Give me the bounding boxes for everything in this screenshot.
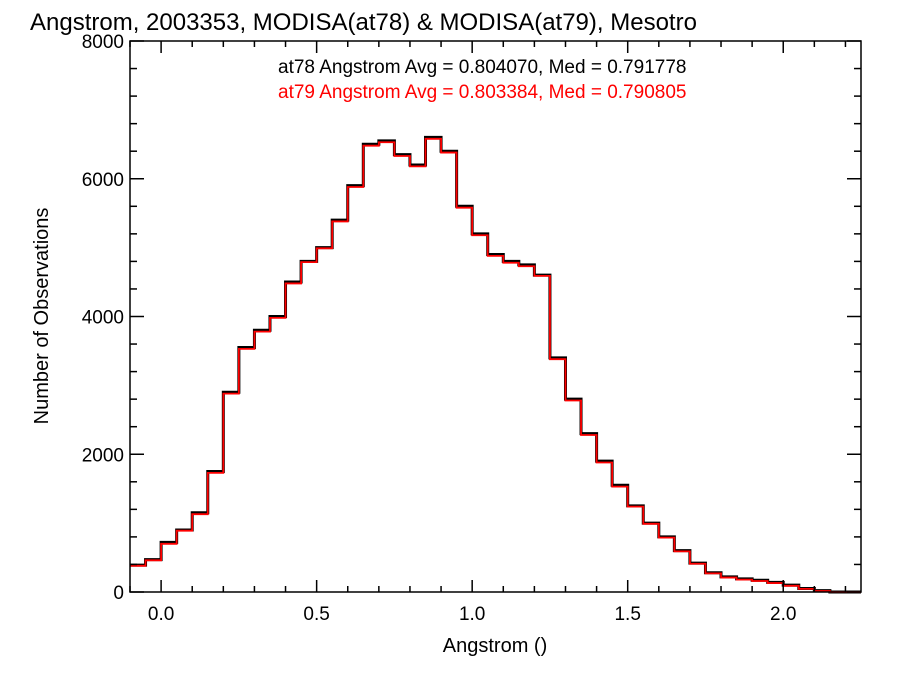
x-tick-label: 0.0 (148, 604, 174, 625)
x-axis-label: Angstrom () (443, 635, 547, 657)
series-annotation-at79: at79 Angstrom Avg = 0.803384, Med = 0.79… (278, 82, 686, 103)
x-tick-label: 0.5 (303, 604, 329, 625)
series-layer (130, 135, 861, 594)
tick-layer: 0.0 0.5 1.0 1.5 2.0 0 2000 4000 6000 8000 (82, 32, 861, 625)
y-tick-label: 2000 (82, 445, 124, 466)
y-tick-label: 6000 (82, 170, 124, 191)
y-axis-label: Number of Observations (31, 208, 53, 425)
y-tick-label: 0 (113, 583, 124, 604)
y-tick-label: 8000 (82, 32, 124, 53)
x-tick-label: 2.0 (770, 604, 796, 625)
y-tick-label: 4000 (82, 308, 124, 329)
series-annotation-at78: at78 Angstrom Avg = 0.804070, Med = 0.79… (278, 57, 686, 78)
x-tick-label: 1.0 (459, 604, 485, 625)
plot-frame (129, 40, 862, 593)
x-tick-label: 1.5 (614, 604, 640, 625)
series-line-at79 (130, 137, 861, 593)
chart-title: Angstrom, 2003353, MODISA(at78) & MODISA… (30, 9, 697, 36)
